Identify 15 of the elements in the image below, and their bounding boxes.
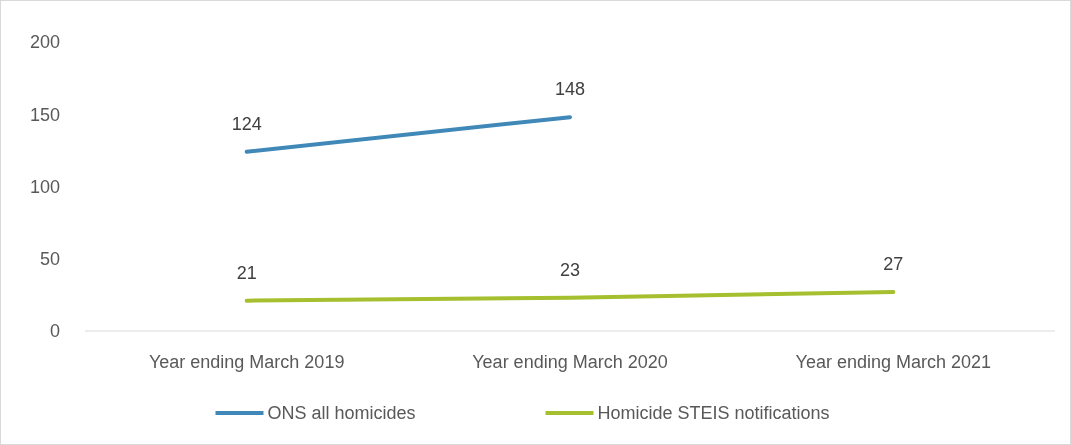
y-tick-label: 100	[29, 176, 60, 197]
data-label: 23	[559, 259, 581, 280]
legend-label: Homicide STEIS notifications	[597, 403, 830, 424]
x-tick-label: Year ending March 2021	[795, 352, 992, 372]
data-label: 148	[554, 79, 586, 100]
data-label: 124	[231, 113, 262, 134]
y-tick-label: 0	[49, 321, 60, 342]
x-tick-label: Year ending March 2020	[472, 352, 668, 372]
y-tick-label: 200	[29, 32, 60, 53]
y-tick-label: 50	[39, 249, 60, 270]
data-label: 27	[883, 253, 904, 274]
x-tick-label: Year ending March 2019	[148, 352, 345, 372]
legend-label: ONS all homicides	[267, 403, 416, 424]
y-tick-label: 150	[29, 104, 60, 125]
data-label: 21	[236, 262, 257, 283]
